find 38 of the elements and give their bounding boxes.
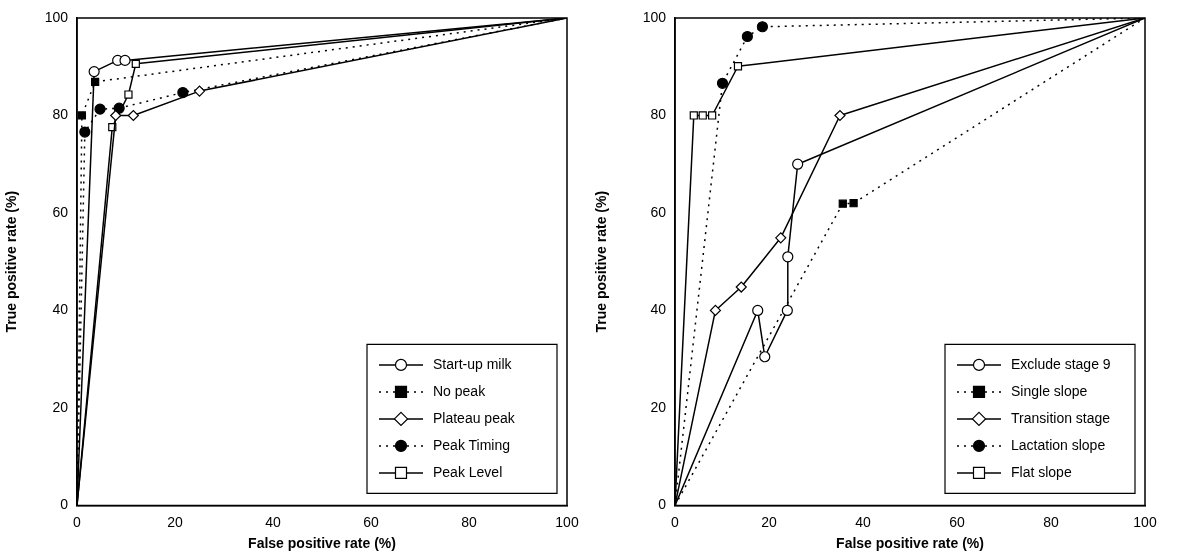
y-tick-label: 20 xyxy=(52,398,69,415)
legend-label: No peak xyxy=(433,382,487,399)
y-tick-label: 60 xyxy=(650,203,667,220)
x-tick-label: 40 xyxy=(855,513,871,530)
x-tick-label: 60 xyxy=(949,513,965,530)
x-tick-label: 80 xyxy=(461,513,477,530)
x-tick-label: 40 xyxy=(265,513,281,530)
legend-label: Flat slope xyxy=(1011,463,1072,480)
x-tick-label: 0 xyxy=(671,513,680,530)
y-tick-label: 0 xyxy=(60,496,69,513)
x-tick-label: 100 xyxy=(555,513,579,530)
x-axis-title: False positive rate (%) xyxy=(248,535,396,552)
x-tick-label: 0 xyxy=(73,513,82,530)
legend-label: Peak Timing xyxy=(433,436,511,453)
y-tick-label: 40 xyxy=(52,301,69,318)
y-tick-label: 0 xyxy=(658,496,667,513)
y-tick-label: 100 xyxy=(642,8,667,25)
x-tick-label: 20 xyxy=(761,513,777,530)
x-tick-label: 20 xyxy=(167,513,183,530)
legend-label: Exclude stage 9 xyxy=(1011,355,1111,372)
legend-label: Lactation slope xyxy=(1011,436,1106,453)
y-tick-label: 100 xyxy=(44,8,69,25)
x-tick-label: 80 xyxy=(1043,513,1059,530)
x-axis-title: False positive rate (%) xyxy=(836,535,984,552)
x-tick-label: 60 xyxy=(363,513,379,530)
y-tick-label: 20 xyxy=(650,398,667,415)
y-tick-label: 80 xyxy=(650,106,667,123)
y-axis-title: True positive rate (%) xyxy=(3,190,20,333)
y-tick-label: 60 xyxy=(52,203,69,220)
x-tick-label: 100 xyxy=(1133,513,1157,530)
y-tick-label: 80 xyxy=(52,106,69,123)
legend-label: Plateau peak xyxy=(433,409,516,426)
y-axis-title: True positive rate (%) xyxy=(593,190,610,333)
legend-label: Start-up milk xyxy=(433,355,513,372)
y-tick-label: 40 xyxy=(650,301,667,318)
legend-label: Peak Level xyxy=(433,463,503,480)
legend-label: Transition stage xyxy=(1011,409,1111,426)
legend-label: Single slope xyxy=(1011,382,1088,399)
